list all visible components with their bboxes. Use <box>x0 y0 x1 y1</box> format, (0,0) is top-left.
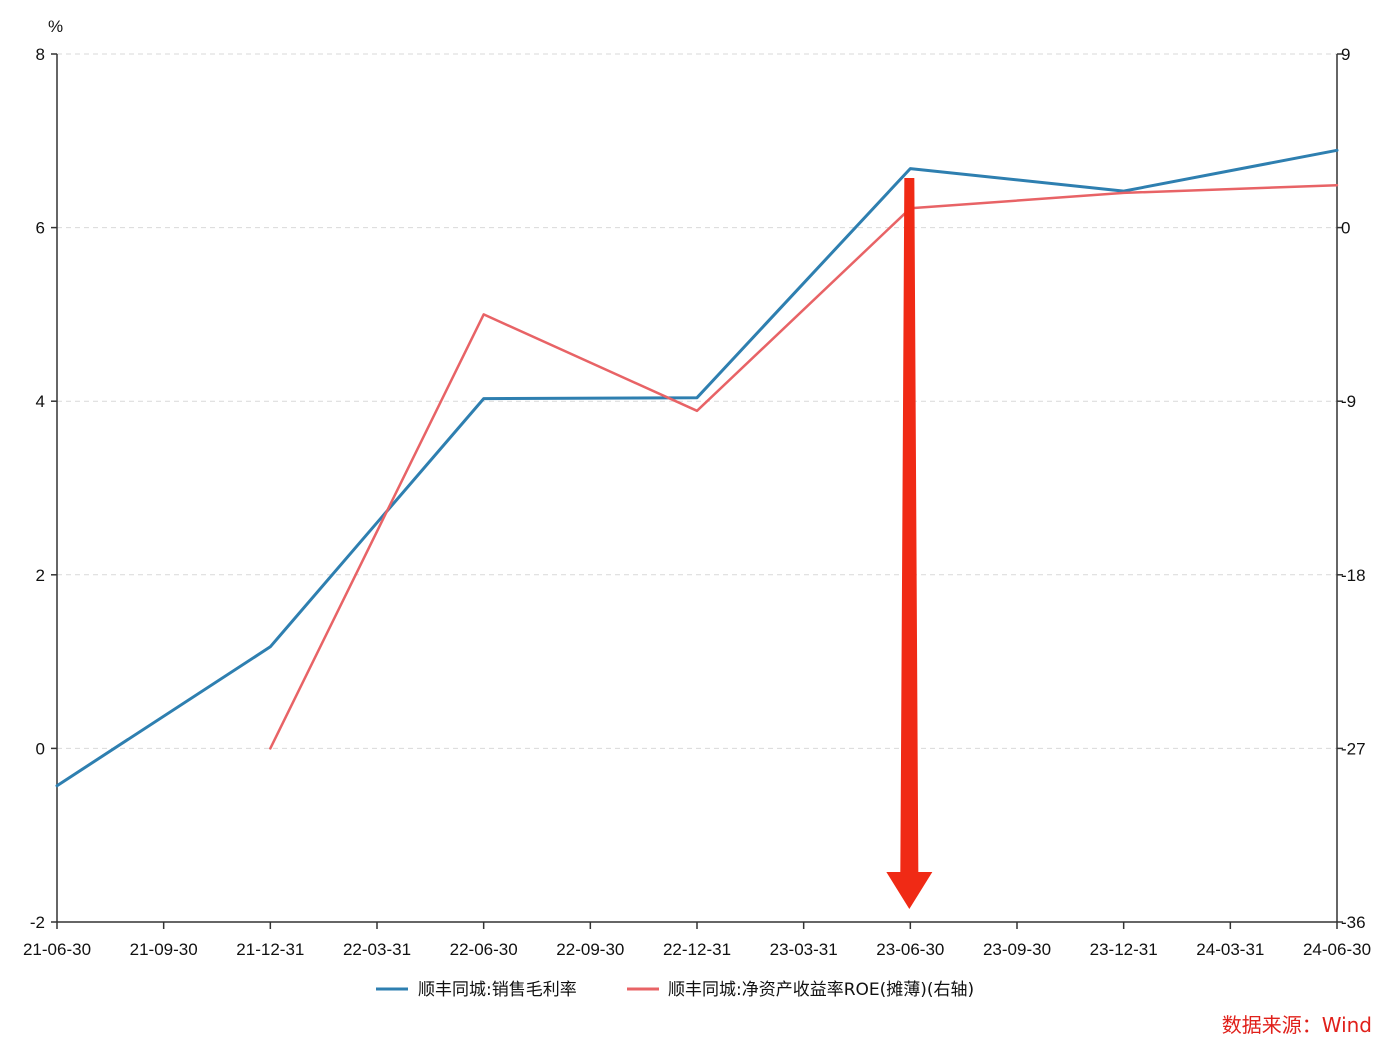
legend-label: 顺丰同城:销售毛利率 <box>418 980 577 1000</box>
y-left-tick-label: 2 <box>36 566 45 585</box>
y-right-tick-label: -18 <box>1341 566 1366 585</box>
series-lines <box>55 148 1339 788</box>
x-tick-label: 24-03-31 <box>1196 940 1264 959</box>
x-tick-label: 22-03-31 <box>343 940 411 959</box>
series-line-gross-margin <box>55 148 1339 788</box>
x-tick-label: 24-06-30 <box>1303 940 1371 959</box>
y-left-tick-label: 4 <box>36 392 45 411</box>
gridlines <box>57 53 1337 749</box>
x-tick-label: 23-06-30 <box>876 940 944 959</box>
annotation <box>886 178 933 909</box>
x-tick-label: 21-06-30 <box>23 940 91 959</box>
series-line-roe <box>269 183 1339 750</box>
annotation-arrow <box>886 178 933 909</box>
y-left-tick-label: 6 <box>36 219 45 238</box>
source-note: 数据来源：Wind <box>1222 1013 1372 1037</box>
y-left-tick-label: 8 <box>36 45 45 64</box>
y-left-tick-label: 0 <box>36 739 45 758</box>
legend-label: 顺丰同城:净资产收益率ROE(摊薄)(右轴) <box>668 980 974 1000</box>
y-right-tick-label: 0 <box>1341 219 1350 238</box>
x-tick-label: 23-03-31 <box>770 940 838 959</box>
x-tick-label: 23-12-31 <box>1090 940 1158 959</box>
y-right-tick-label: -27 <box>1341 739 1366 758</box>
x-tick-label: 23-09-30 <box>983 940 1051 959</box>
x-tick-label: 21-12-31 <box>236 940 304 959</box>
x-tick-label: 21-09-30 <box>130 940 198 959</box>
x-tick-label: 22-06-30 <box>450 940 518 959</box>
y-right-tick-label: -36 <box>1341 913 1366 932</box>
y-right-tick-label: -9 <box>1341 392 1356 411</box>
axes: 8 6 4 2 0 -2 9 0 -9 -18 -27 -36 21-06-30 21-09-30 21-1… <box>23 45 1371 959</box>
x-tick-label: 22-12-31 <box>663 940 731 959</box>
legend: 顺丰同城:销售毛利率 顺丰同城:净资产收益率ROE(摊薄)(右轴) <box>376 980 974 1000</box>
y-axis-unit-label: % <box>48 17 63 36</box>
x-tick-label: 22-09-30 <box>556 940 624 959</box>
y-left-tick-label: -2 <box>30 913 45 932</box>
y-right-tick-label: 9 <box>1341 45 1350 64</box>
